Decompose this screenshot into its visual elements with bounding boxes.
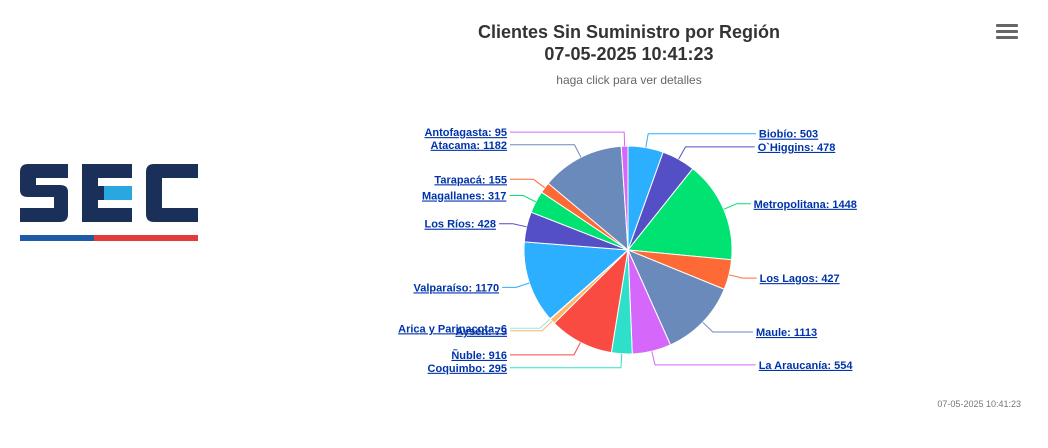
data-label-biobio[interactable]: Biobío: 503	[759, 129, 818, 141]
data-label-los-lagos[interactable]: Los Lagos: 427	[760, 273, 840, 285]
data-label-la-araucania[interactable]: La Araucanía: 554	[759, 360, 854, 372]
pie-slice-maule[interactable]	[627, 249, 725, 346]
connector-los-lagos	[728, 274, 757, 279]
update-timestamp: 07-05-2025 10:41:23	[937, 399, 1021, 409]
connector-maule	[702, 321, 753, 333]
connector-coquimbo	[510, 353, 623, 369]
data-label-coquimbo[interactable]: Coquimbo: 295	[428, 363, 507, 375]
connector-la-araucania	[651, 351, 756, 366]
connector-aysen	[510, 320, 553, 332]
chart-title-date: 07-05-2025 10:41:23	[544, 44, 714, 64]
connector-metropolitana	[723, 203, 751, 210]
connector-los-rios	[499, 223, 527, 228]
chart-menu-button[interactable]	[996, 24, 1018, 42]
connector-o-higgins	[678, 146, 755, 160]
pie-slice-metropolitana[interactable]	[627, 167, 733, 261]
data-label-arica-y-parinacota[interactable]: Arica y Parinacota: 6	[398, 323, 507, 335]
data-label-o-higgins[interactable]: O`Higgins: 478	[758, 142, 836, 154]
sec-logo	[20, 164, 198, 241]
connector-antofagasta	[510, 131, 626, 147]
hamburger-menu-icon	[996, 24, 1018, 39]
data-label-aysen[interactable]: Aysén: 79	[455, 326, 507, 338]
data-label-los-rios[interactable]: Los Ríos: 428	[424, 219, 496, 231]
data-label-metropolitana[interactable]: Metropolitana: 1448	[754, 199, 857, 211]
connector-arica-y-parinacota	[510, 318, 551, 329]
connector-valparaiso	[502, 282, 530, 288]
chart-title: Clientes Sin Suministro por Región	[477, 22, 781, 42]
connector-magallanes	[509, 195, 537, 203]
connector-tarapaca	[510, 178, 546, 189]
connector-biobio	[645, 133, 756, 148]
sec-logo-letters	[20, 164, 198, 222]
logo-bar-blue	[20, 235, 94, 241]
data-label-maule[interactable]: Maule: 1113	[756, 327, 817, 339]
data-label-magallanes[interactable]: Magallanes: 317	[422, 191, 506, 203]
connector-atacama	[510, 144, 582, 158]
logo-bar-red	[94, 235, 198, 241]
chart-subtitle: haga click para ver detalles	[556, 73, 702, 87]
data-label-nuble[interactable]: Ñuble: 916	[451, 349, 507, 362]
data-label-tarapaca[interactable]: Tarapacá: 155	[434, 174, 507, 186]
connector-nuble	[510, 342, 581, 356]
data-label-valparaiso[interactable]: Valparaíso: 1170	[413, 282, 499, 294]
data-label-antofagasta[interactable]: Antofagasta: 95	[424, 127, 507, 139]
data-label-atacama[interactable]: Atacama: 1182	[431, 140, 507, 152]
